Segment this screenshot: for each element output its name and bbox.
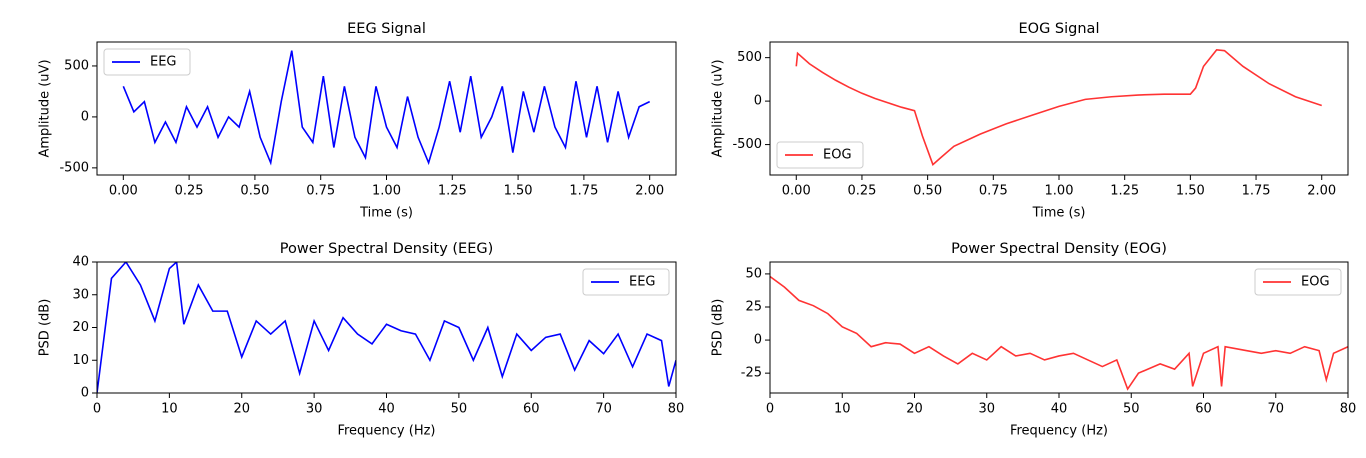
legend: EOG <box>1254 268 1342 296</box>
y-axis-label: Amplitude (uV) <box>38 59 53 157</box>
data-line <box>122 50 651 166</box>
subplot-title: Power Spectral Density (EEG) <box>280 241 494 257</box>
x-tick-label: 0.75 <box>306 184 335 199</box>
x-tick-label: 1.25 <box>438 184 467 199</box>
data-line <box>97 262 676 393</box>
y-axis-label: Amplitude (uV) <box>711 59 726 157</box>
x-tick-label: 60 <box>523 402 540 417</box>
legend: EEG <box>582 268 670 296</box>
data-line <box>795 48 1322 166</box>
x-tick-label: 50 <box>1123 402 1140 417</box>
subplot-title: Power Spectral Density (EOG) <box>951 241 1167 257</box>
x-tick-label: 1.00 <box>372 184 401 199</box>
x-tick-label: 70 <box>1267 402 1284 417</box>
axes-frame <box>769 41 1349 176</box>
y-tick-label: -500 <box>59 160 89 175</box>
x-tick-label: 0 <box>766 402 774 417</box>
y-tick-label: 0 <box>81 386 89 401</box>
x-axis-label: Frequency (Hz) <box>1010 424 1108 439</box>
y-tick-label: 50 <box>745 266 762 281</box>
subplot-title: EEG Signal <box>347 21 426 37</box>
subplot: Power Spectral Density (EOG) Frequency (H… <box>711 241 1357 439</box>
x-tick-label: 40 <box>1051 402 1068 417</box>
x-tick-label: 50 <box>451 402 468 417</box>
x-tick-label: 20 <box>233 402 250 417</box>
y-axis-label: PSD (dB) <box>711 299 726 357</box>
legend: EEG <box>103 48 191 76</box>
x-tick-label: 0.50 <box>240 184 269 199</box>
x-tick-label: 1.50 <box>1176 184 1205 199</box>
y-tick-label: -25 <box>741 366 762 381</box>
subplot: EEG Signal Time (s) Amplitude (uV) 0.00 0.25… <box>38 21 677 221</box>
y-tick-label: 10 <box>72 353 89 368</box>
y-tick-label: 0 <box>754 94 762 109</box>
axes-frame <box>96 41 677 176</box>
y-tick-label: 0 <box>754 333 762 348</box>
x-tick-label: 0.25 <box>175 184 204 199</box>
x-tick-label: 0.25 <box>847 184 876 199</box>
y-tick-label: 500 <box>737 50 762 65</box>
axes-frame <box>96 261 677 394</box>
x-tick-label: 40 <box>378 402 395 417</box>
x-tick-label: 1.00 <box>1045 184 1074 199</box>
x-tick-label: 1.75 <box>1242 184 1271 199</box>
x-tick-label: 30 <box>306 402 323 417</box>
y-tick-label: 40 <box>72 255 89 270</box>
x-tick-label: 30 <box>978 402 995 417</box>
axes-frame <box>769 261 1349 394</box>
legend-box <box>582 268 670 296</box>
x-tick-label: 0.75 <box>979 184 1008 199</box>
y-tick-label: 500 <box>64 58 89 73</box>
x-tick-label: 1.50 <box>504 184 533 199</box>
x-tick-label: 1.25 <box>1110 184 1139 199</box>
data-line <box>770 275 1348 391</box>
x-tick-label: 10 <box>161 402 178 417</box>
x-axis-label: Time (s) <box>359 206 413 221</box>
y-tick-label: -500 <box>732 137 762 152</box>
x-tick-label: 2.00 <box>1307 184 1336 199</box>
legend-box <box>1254 268 1342 296</box>
x-tick-label: 80 <box>1340 402 1357 417</box>
subplot: EOG Signal Time (s) Amplitude (uV) 0.00 0.25… <box>711 21 1349 221</box>
legend-label: EEG <box>150 55 177 70</box>
legend-label: EOG <box>823 148 852 163</box>
y-tick-label: 20 <box>72 320 89 335</box>
x-tick-label: 20 <box>906 402 923 417</box>
legend-label: EEG <box>629 275 656 290</box>
x-tick-label: 0.50 <box>913 184 942 199</box>
subplot-title: EOG Signal <box>1019 21 1100 37</box>
x-tick-label: 0.00 <box>109 184 138 199</box>
y-tick-label: 30 <box>72 287 89 302</box>
y-axis-label: PSD (dB) <box>38 299 53 357</box>
x-tick-label: 10 <box>834 402 851 417</box>
legend-box <box>103 48 191 76</box>
subplot: Power Spectral Density (EEG) Frequency (H… <box>38 241 685 439</box>
legend-label: EOG <box>1301 275 1330 290</box>
x-axis-label: Frequency (Hz) <box>337 424 435 439</box>
legend-box <box>776 141 864 169</box>
x-tick-label: 1.75 <box>569 184 598 199</box>
x-axis-label: Time (s) <box>1032 206 1086 221</box>
x-tick-label: 2.00 <box>635 184 664 199</box>
x-tick-label: 60 <box>1195 402 1212 417</box>
x-tick-label: 70 <box>595 402 612 417</box>
y-tick-label: 25 <box>745 299 762 314</box>
x-tick-label: 0 <box>93 402 101 417</box>
legend: EOG <box>776 141 864 169</box>
x-tick-label: 0.00 <box>782 184 811 199</box>
y-tick-label: 0 <box>81 109 89 124</box>
x-tick-label: 80 <box>668 402 685 417</box>
